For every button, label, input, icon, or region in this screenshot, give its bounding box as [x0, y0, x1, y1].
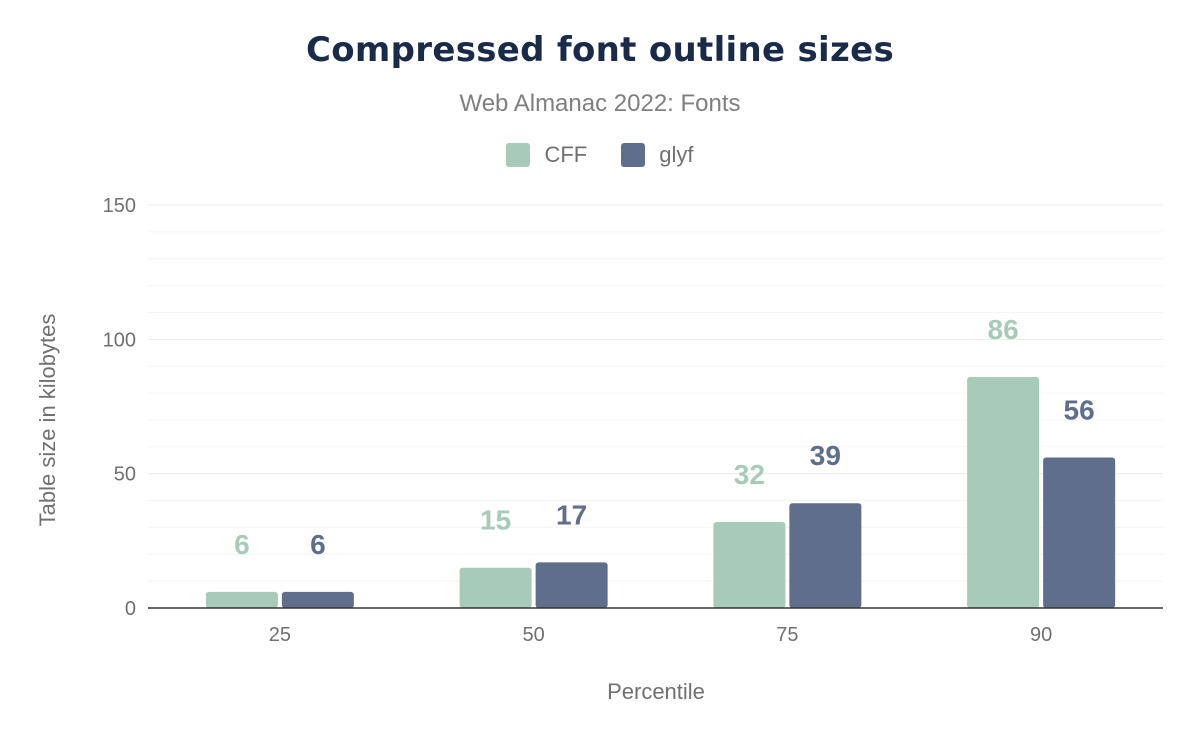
data-label: 39	[810, 440, 841, 471]
y-tick-label: 150	[103, 195, 136, 217]
y-tick-label: 50	[114, 464, 136, 486]
legend-swatch-glyf	[621, 143, 646, 167]
legend-label-glyf: glyf	[659, 142, 694, 167]
x-axis-label: Percentile	[607, 679, 705, 704]
bar-cff-75	[713, 522, 786, 608]
legend-label-cff: CFF	[544, 142, 588, 167]
x-tick-label: 25	[269, 624, 291, 646]
bar-glyf-75	[789, 503, 862, 608]
bar-glyf-50	[535, 562, 608, 608]
bar-glyf-90	[1043, 457, 1116, 608]
data-label: 17	[556, 499, 587, 530]
legend-swatch-cff	[506, 143, 531, 167]
y-tick-label: 100	[103, 329, 136, 351]
data-label: 6	[310, 529, 326, 560]
x-tick-label: 50	[523, 624, 545, 646]
bar-cff-25	[205, 591, 278, 608]
legend: CFF glyf	[0, 142, 1200, 168]
chart-title: Compressed font outline sizes	[306, 30, 894, 70]
legend-item-cff[interactable]: CFF	[506, 142, 587, 168]
y-axis-label: Table size in kilobytes	[35, 314, 60, 527]
data-label: 6	[234, 529, 250, 560]
x-tick-label: 75	[776, 624, 798, 646]
data-label: 56	[1064, 395, 1095, 426]
bar-cff-50	[459, 567, 532, 608]
legend-item-glyf[interactable]: glyf	[621, 142, 694, 168]
bar-cff-90	[967, 376, 1040, 608]
bar-glyf-25	[281, 591, 354, 608]
data-label: 32	[734, 459, 765, 490]
data-label: 86	[988, 314, 1019, 345]
chart-subtitle: Web Almanac 2022: Fonts	[459, 90, 741, 117]
y-tick-label: 0	[125, 598, 136, 620]
x-tick-label: 90	[1030, 624, 1052, 646]
data-label: 15	[480, 505, 511, 536]
